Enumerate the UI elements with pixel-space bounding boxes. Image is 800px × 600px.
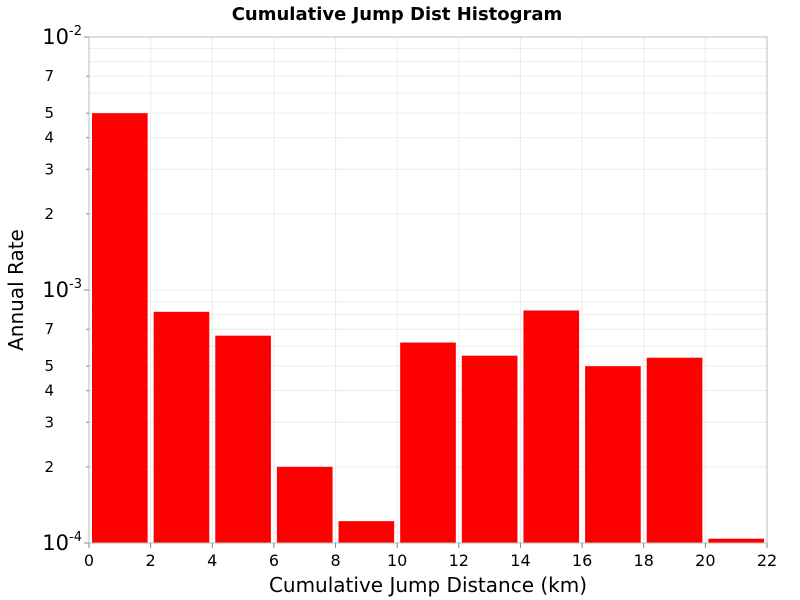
y-major-tick-label: 10-4	[42, 530, 82, 555]
x-tick-label: 20	[695, 551, 715, 570]
x-tick-label: 14	[510, 551, 530, 570]
x-axis-ticks: 0 2 4 6 8 10 12 14 16 18 20 22	[84, 543, 777, 570]
x-tick-label: 6	[269, 551, 279, 570]
histogram-bar-9	[646, 357, 703, 543]
y-minor-tick-label: 4	[44, 382, 54, 400]
chart-title: Cumulative Jump Dist Histogram	[232, 4, 563, 25]
x-tick-label: 4	[207, 551, 217, 570]
x-tick-label: 10	[387, 551, 407, 570]
y-minor-tick-label: 2	[44, 458, 54, 476]
histogram-bar-10	[708, 538, 764, 543]
x-tick-label: 16	[572, 551, 592, 570]
y-minor-tick-label: 2	[44, 205, 54, 223]
y-axis-ticks: 10-4 10-3 10-2 2 3 4 5 7 2 3 4 5 7	[42, 24, 89, 555]
x-tick-label: 2	[146, 551, 156, 570]
x-tick-label: 8	[330, 551, 340, 570]
histogram-bar-5	[400, 342, 456, 543]
y-minor-tick-label: 3	[44, 160, 54, 178]
x-tick-label: 22	[757, 551, 777, 570]
y-minor-tick-label: 3	[44, 413, 54, 431]
y-minor-tick-label: 7	[44, 67, 54, 85]
y-minor-tick-label: 7	[44, 320, 54, 338]
y-major-tick-label: 10-2	[42, 24, 82, 49]
histogram-bar-6	[461, 355, 518, 543]
x-axis-label: Cumulative Jump Distance (km)	[269, 573, 587, 597]
histogram-bar-3	[276, 466, 333, 543]
y-minor-tick-label: 4	[44, 129, 54, 147]
histogram-bar-7	[523, 310, 580, 543]
histogram-bar-8	[585, 366, 641, 543]
y-minor-tick-label: 5	[44, 357, 54, 375]
y-major-tick-label: 10-3	[42, 277, 82, 302]
bars	[92, 113, 764, 544]
x-tick-label: 12	[449, 551, 469, 570]
x-tick-label: 0	[84, 551, 94, 570]
x-tick-label: 18	[634, 551, 654, 570]
histogram-bar-4	[338, 521, 395, 543]
y-minor-tick-label: 5	[44, 104, 54, 122]
y-axis-label: Annual Rate	[4, 229, 28, 351]
histogram-bar-1	[153, 311, 210, 543]
histogram-bar-0	[92, 113, 148, 544]
histogram-bar-2	[215, 335, 271, 543]
